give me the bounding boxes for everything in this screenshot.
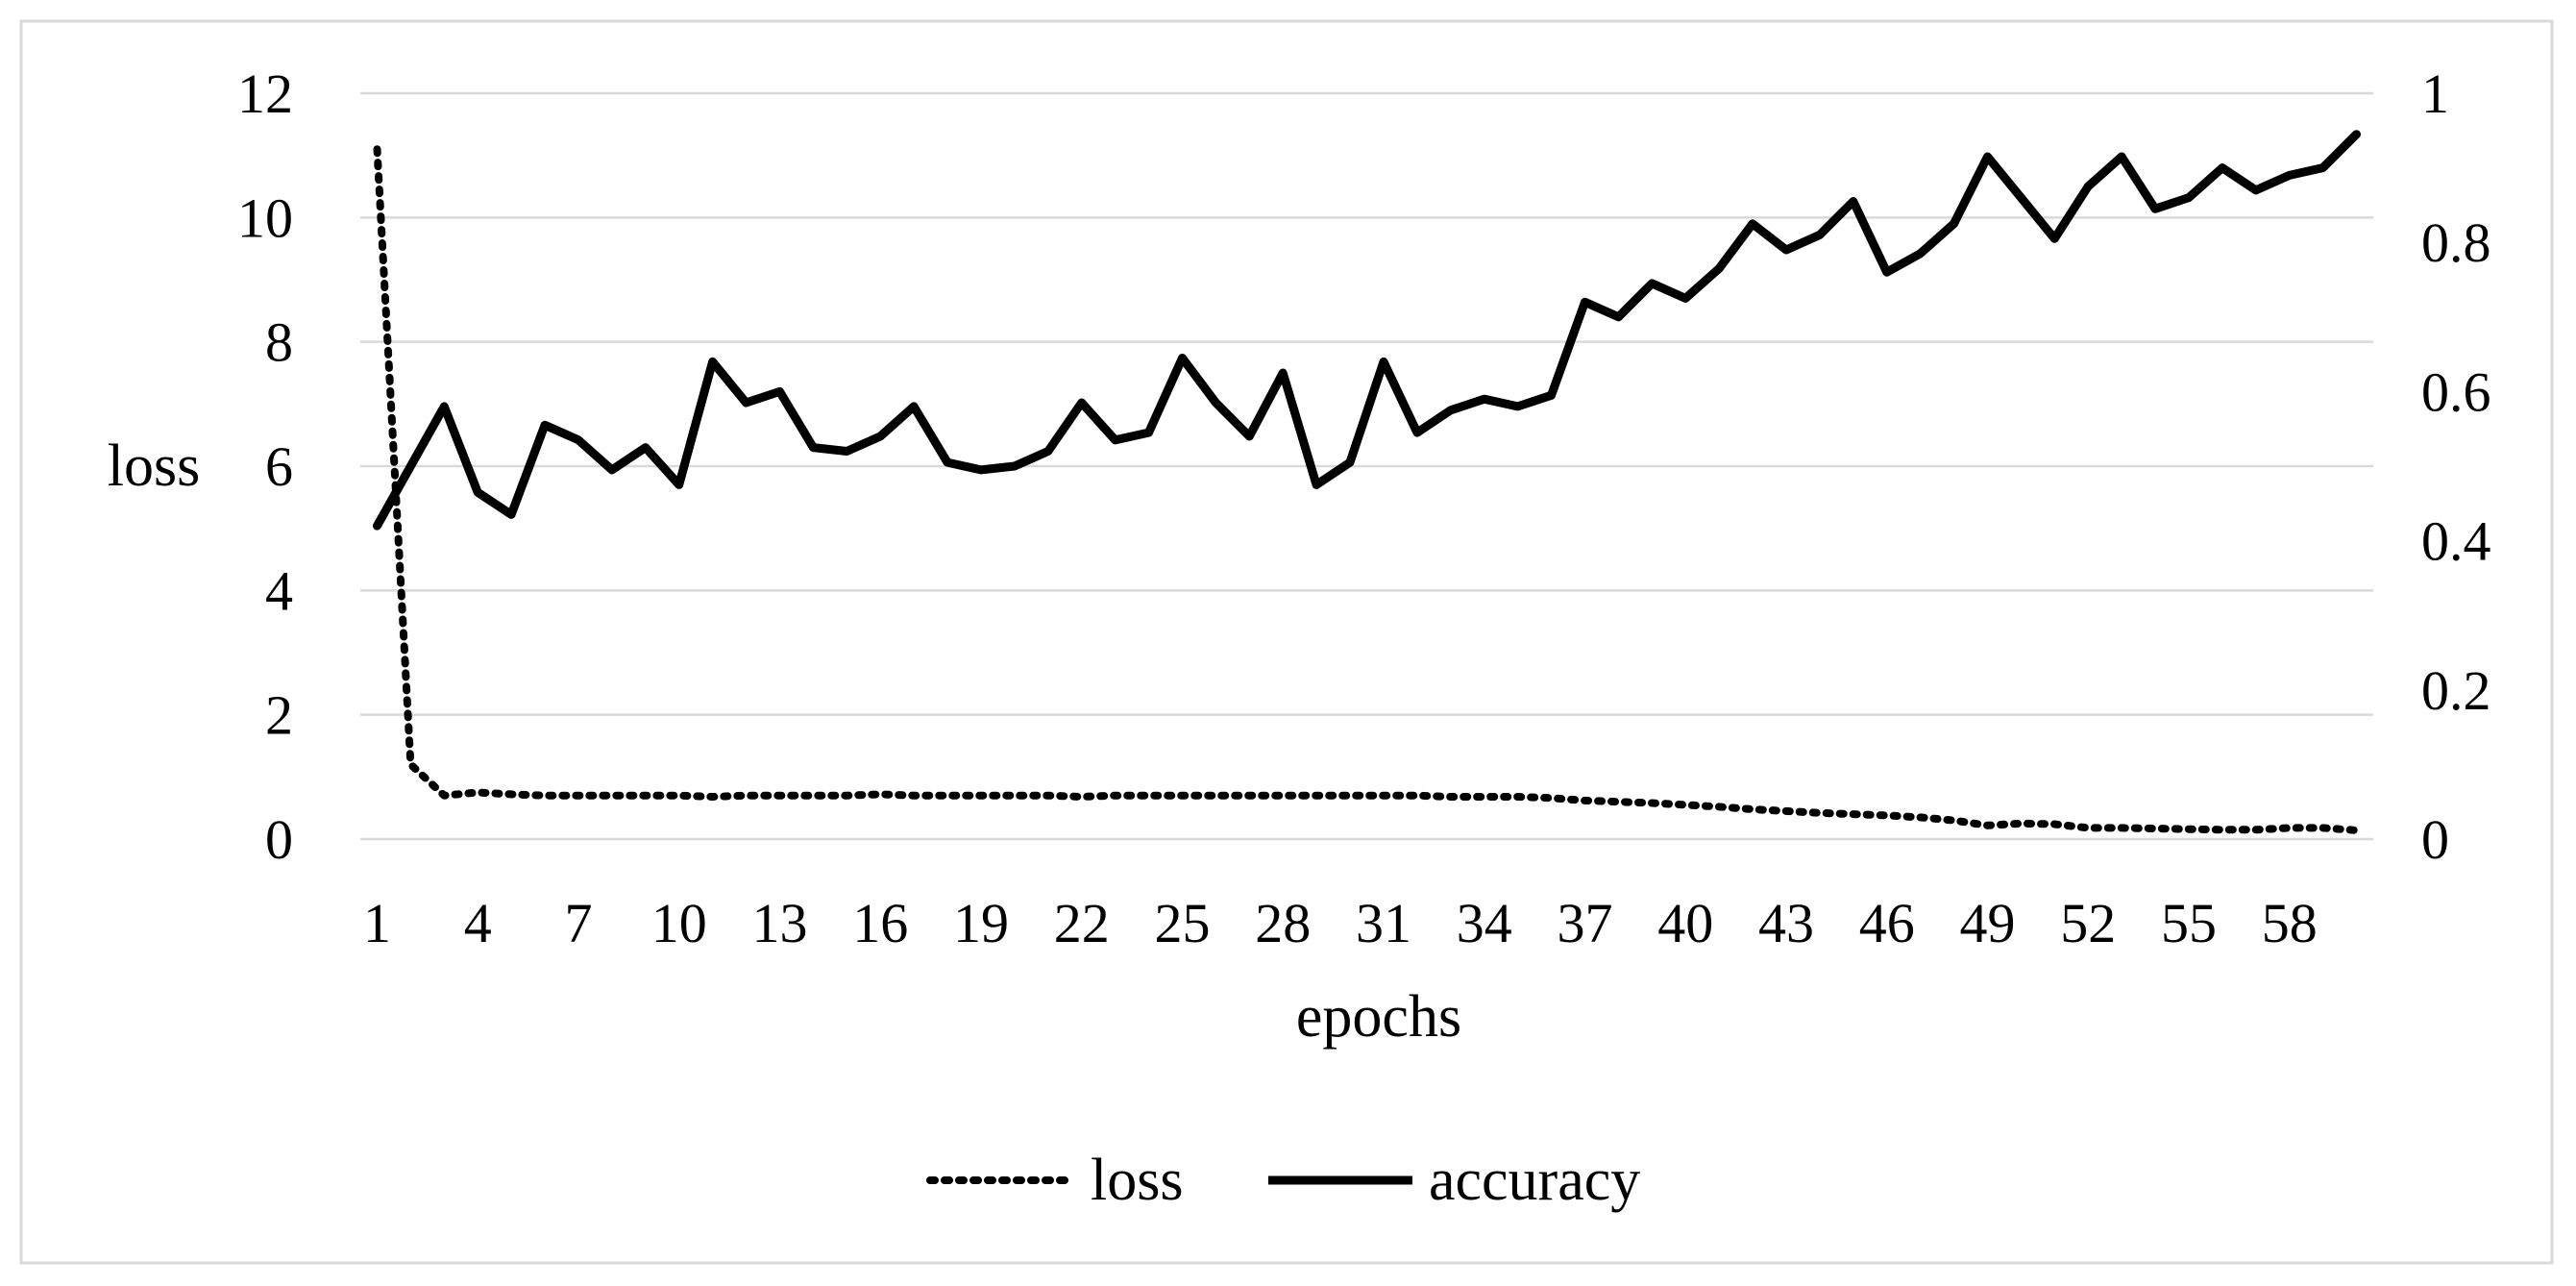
x-tick-label: 52	[2060, 892, 2116, 954]
y-tick-label-left: 12	[237, 62, 293, 125]
x-tick-label: 25	[1154, 892, 1210, 954]
y-axis-title-left: loss	[108, 433, 200, 499]
y-tick-label-left: 4	[265, 559, 293, 622]
series-line-loss	[373, 145, 2361, 834]
x-tick-label: 28	[1255, 892, 1311, 954]
y-tick-label-right: 0.6	[2421, 360, 2491, 423]
x-tick-label: 13	[751, 892, 807, 954]
y-tick-label-right: 0.4	[2421, 510, 2491, 573]
legend-label-loss: loss	[1091, 1148, 1183, 1213]
y-tick-label-left: 8	[265, 311, 293, 374]
y-tick-label-left: 0	[265, 808, 293, 871]
legend: loss accuracy	[926, 1148, 1640, 1213]
x-tick-label: 19	[953, 892, 1009, 954]
legend-label-accuracy: accuracy	[1429, 1148, 1640, 1213]
x-tick-label: 1	[363, 892, 391, 954]
x-tick-label: 16	[852, 892, 908, 954]
y-tick-label-left: 10	[237, 186, 293, 249]
x-tick-label: 40	[1657, 892, 1713, 954]
chart-border	[19, 19, 2554, 1265]
y-tick-label-right: 0.2	[2421, 659, 2491, 722]
y-tick-label-right: 0	[2421, 808, 2449, 871]
x-tick-label: 7	[564, 892, 592, 954]
y-tick-label-left: 2	[265, 684, 293, 747]
x-tick-label: 37	[1557, 892, 1612, 954]
series-line-accuracy	[373, 130, 2361, 531]
x-tick-label: 10	[651, 892, 707, 954]
x-tick-label: 31	[1356, 892, 1411, 954]
right-axis-ticks: 0 0.2 0.4 0.6 0.8 1	[2421, 62, 2491, 871]
x-axis-title: epochs	[1296, 984, 1461, 1050]
series-layer	[373, 130, 2361, 834]
x-tick-label: 4	[464, 892, 492, 954]
x-tick-label: 46	[1859, 892, 1915, 954]
x-tick-label: 22	[1054, 892, 1110, 954]
y-tick-label-left: 6	[265, 435, 293, 498]
x-tick-label: 34	[1457, 892, 1512, 954]
left-axis-ticks: 0 2 4 6 8 10 12	[237, 62, 293, 871]
x-tick-label: 55	[2161, 892, 2217, 954]
x-axis-ticks: 1 4 7 10 13 16 19 22 25 28 31 34 37 40 43 46 49 52 55 58	[363, 892, 2318, 954]
x-tick-label: 58	[2262, 892, 2318, 954]
y-tick-label-right: 0.8	[2421, 211, 2491, 274]
x-tick-label: 49	[1959, 892, 2015, 954]
y-tick-label-right: 1	[2421, 62, 2449, 125]
x-tick-label: 43	[1758, 892, 1814, 954]
